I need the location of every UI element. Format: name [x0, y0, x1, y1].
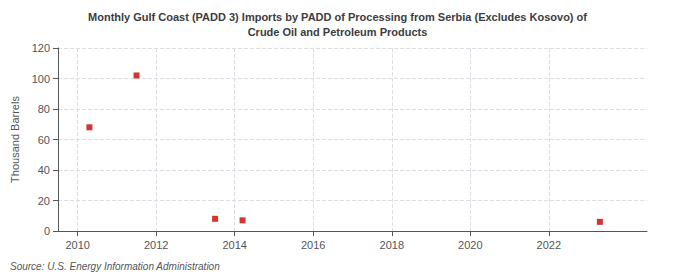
svg-text:2014: 2014 [222, 239, 246, 251]
svg-text:Source: U.S. Energy Informatio: Source: U.S. Energy Information Administ… [10, 261, 220, 272]
svg-text:Crude Oil and Petroleum Produc: Crude Oil and Petroleum Products [248, 26, 428, 38]
svg-text:2012: 2012 [144, 239, 168, 251]
svg-text:80: 80 [38, 103, 50, 115]
svg-text:2020: 2020 [458, 239, 482, 251]
svg-text:Monthly Gulf Coast (PADD 3) Im: Monthly Gulf Coast (PADD 3) Imports by P… [88, 11, 587, 23]
svg-text:2016: 2016 [301, 239, 325, 251]
svg-text:40: 40 [38, 164, 50, 176]
svg-text:2018: 2018 [380, 239, 404, 251]
svg-text:120: 120 [32, 42, 50, 54]
svg-text:60: 60 [38, 134, 50, 146]
svg-text:0: 0 [44, 225, 50, 237]
svg-text:2022: 2022 [537, 239, 561, 251]
svg-text:Thousand Barrels: Thousand Barrels [9, 96, 21, 183]
svg-text:20: 20 [38, 195, 50, 207]
svg-text:2010: 2010 [65, 239, 89, 251]
svg-text:100: 100 [32, 73, 50, 85]
